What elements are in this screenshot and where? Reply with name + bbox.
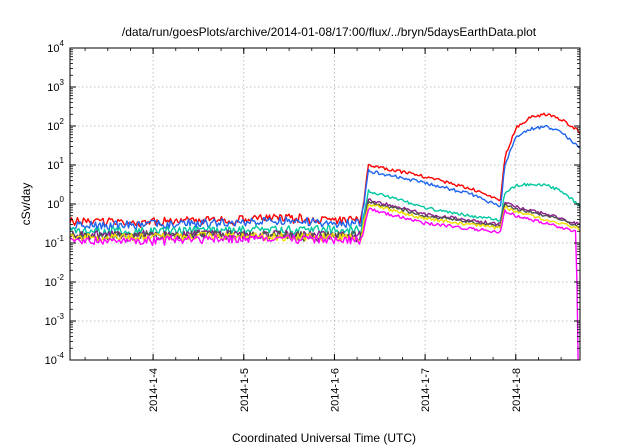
x-tick-label: 2014-1-8	[511, 368, 523, 412]
y-tick-label: 102	[47, 117, 64, 133]
y-tick-label: 104	[47, 39, 64, 55]
x-axis-label: Coordinated Universal Time (UTC)	[232, 431, 416, 445]
y-tick-exponent: 4	[60, 39, 65, 48]
series-line-7	[69, 207, 579, 361]
x-tick-label: 2014-1-7	[420, 368, 432, 412]
y-tick-exponent: -4	[57, 351, 65, 360]
y-tick-exponent: 2	[60, 117, 65, 126]
series-line-3	[69, 182, 581, 238]
y-tick-base: 10	[45, 238, 57, 250]
y-axis-label: cSv/day	[19, 183, 33, 226]
y-tick-exponent: -2	[57, 273, 65, 282]
y-tick-label: 101	[47, 156, 64, 172]
y-tick-base: 10	[47, 121, 59, 133]
series-line-2	[69, 125, 581, 232]
x-tick-label: 2014-1-5	[239, 368, 251, 412]
y-tick-label: 100	[47, 195, 64, 211]
y-tick-base: 10	[47, 82, 59, 94]
y-tick-label: 10-4	[45, 351, 65, 367]
y-tick-base: 10	[45, 316, 57, 328]
x-tick-label: 2014-1-6	[329, 368, 341, 412]
y-tick-exponent: 1	[60, 156, 65, 165]
y-tick-base: 10	[45, 355, 57, 367]
y-tick-label: 103	[47, 78, 64, 94]
series-line-1	[69, 112, 581, 228]
x-tick-label: 2014-1-4	[148, 368, 160, 412]
y-tick-base: 10	[47, 43, 59, 55]
y-tick-label: 10-2	[45, 273, 65, 289]
y-tick-base: 10	[47, 199, 59, 211]
y-tick-exponent: 3	[60, 78, 65, 87]
y-tick-label: 10-3	[45, 312, 65, 328]
y-tick-label: 10-1	[45, 234, 65, 250]
y-tick-base: 10	[45, 277, 57, 289]
y-tick-exponent: 0	[60, 195, 65, 204]
chart-title: /data/run/goesPlots/archive/2014-01-08/1…	[122, 25, 537, 39]
y-tick-base: 10	[47, 160, 59, 172]
y-tick-exponent: -1	[57, 234, 65, 243]
series-group	[69, 112, 581, 361]
y-tick-exponent: -3	[57, 312, 65, 321]
